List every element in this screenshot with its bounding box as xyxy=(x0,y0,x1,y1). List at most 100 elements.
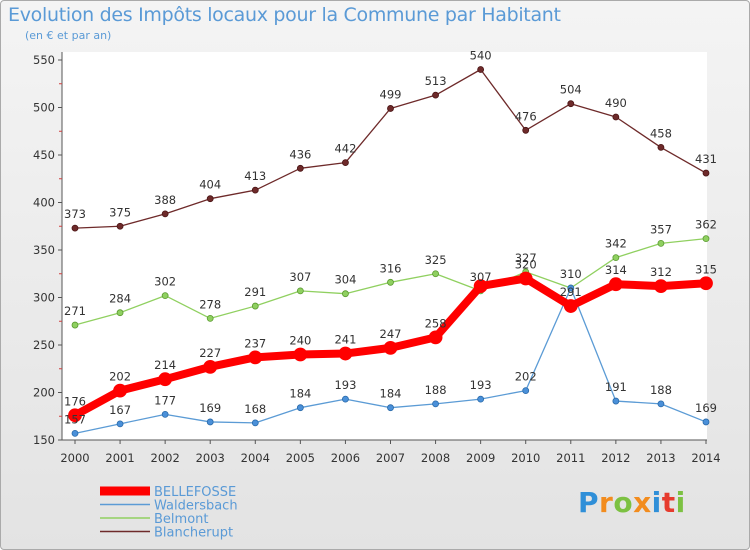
data-label: 188 xyxy=(425,383,447,397)
data-point xyxy=(657,143,665,151)
data-point xyxy=(68,408,82,423)
x-tick-label: 2011 xyxy=(556,451,585,465)
data-point xyxy=(702,418,710,426)
data-label: 168 xyxy=(244,402,266,416)
data-point xyxy=(116,420,124,428)
data-label: 373 xyxy=(64,207,86,221)
data-point xyxy=(387,278,394,286)
legend-label: Waldersbach xyxy=(154,499,238,514)
data-label: 320 xyxy=(515,258,537,272)
data-label: 169 xyxy=(199,401,221,415)
data-point xyxy=(477,66,485,73)
x-tick-label: 2003 xyxy=(196,451,225,465)
data-label: 476 xyxy=(515,109,537,123)
data-label: 237 xyxy=(244,336,266,350)
logo-letter: i xyxy=(675,486,686,519)
data-label: 202 xyxy=(109,370,131,384)
chart-title: Evolution des Impôts locaux pour la Comm… xyxy=(8,4,561,26)
data-label: 499 xyxy=(380,87,402,101)
x-tick-label: 2009 xyxy=(466,451,495,465)
data-point xyxy=(657,239,665,247)
data-point xyxy=(702,235,710,243)
y-tick-label: 300 xyxy=(33,291,55,305)
data-label: 307 xyxy=(470,270,492,284)
data-label: 157 xyxy=(64,412,86,426)
data-label: 375 xyxy=(109,205,131,219)
data-point xyxy=(206,195,214,203)
x-tick-label: 2010 xyxy=(511,451,540,465)
data-point xyxy=(161,292,169,300)
x-tick-label: 2001 xyxy=(105,451,134,465)
data-point xyxy=(387,105,394,112)
data-label: 315 xyxy=(695,262,717,276)
data-label: 404 xyxy=(199,178,221,192)
data-label: 284 xyxy=(109,292,131,306)
data-label: 271 xyxy=(64,304,86,318)
data-label: 388 xyxy=(154,193,176,207)
x-tick-label: 2002 xyxy=(151,451,180,465)
data-label: 202 xyxy=(515,370,537,384)
data-point xyxy=(338,346,353,361)
data-label: 314 xyxy=(605,263,627,277)
data-point xyxy=(432,400,439,408)
data-label: 307 xyxy=(289,270,311,284)
data-label: 193 xyxy=(470,378,492,392)
data-label: 327 xyxy=(515,251,537,265)
data-point xyxy=(71,429,79,437)
data-label: 291 xyxy=(560,285,582,299)
data-label: 540 xyxy=(470,49,492,63)
data-label: 240 xyxy=(289,334,311,348)
data-label: 316 xyxy=(380,261,402,275)
data-label: 362 xyxy=(695,218,717,232)
x-tick-label: 2005 xyxy=(286,451,315,465)
data-label: 214 xyxy=(154,358,176,372)
data-point xyxy=(116,222,124,230)
data-point xyxy=(296,287,304,295)
data-point xyxy=(113,383,127,398)
data-point xyxy=(522,126,530,134)
data-label: 357 xyxy=(650,222,672,236)
data-label: 342 xyxy=(605,237,627,251)
data-point xyxy=(518,271,533,286)
data-label: 312 xyxy=(650,265,672,279)
data-point xyxy=(522,387,530,395)
data-point xyxy=(158,372,173,387)
x-tick-label: 2000 xyxy=(60,451,89,465)
x-tick-label: 2014 xyxy=(691,451,720,465)
data-point xyxy=(342,290,349,298)
y-tick-label: 200 xyxy=(33,386,55,400)
y-tick-label: 550 xyxy=(33,53,55,67)
data-point xyxy=(608,277,623,292)
data-point xyxy=(342,395,349,403)
data-point xyxy=(702,169,710,177)
y-tick-label: 150 xyxy=(33,433,55,447)
data-label: 442 xyxy=(334,142,356,156)
data-point xyxy=(71,321,79,329)
data-label: 413 xyxy=(244,169,266,183)
data-point xyxy=(563,299,578,313)
data-point xyxy=(248,350,263,365)
data-point xyxy=(657,400,665,408)
data-point xyxy=(432,91,439,99)
y-tick-label: 450 xyxy=(33,148,55,162)
data-point xyxy=(428,330,443,345)
data-label: 191 xyxy=(605,380,627,394)
proxiti-logo: Proxiti xyxy=(578,486,686,519)
x-tick-label: 2008 xyxy=(421,451,450,465)
legend-label: Blancherupt xyxy=(154,526,233,541)
data-point xyxy=(71,224,79,232)
logo-letter: o xyxy=(613,486,634,519)
data-point xyxy=(567,284,575,292)
logo-letter: i xyxy=(651,486,662,519)
data-label: 291 xyxy=(244,285,266,299)
data-label: 310 xyxy=(560,267,582,281)
chart-subtitle: (en € et par an) xyxy=(25,29,112,42)
data-label: 167 xyxy=(109,403,131,417)
data-label: 302 xyxy=(154,275,176,289)
logo-letter: r xyxy=(599,486,614,519)
data-label: 513 xyxy=(425,74,447,88)
data-label: 247 xyxy=(380,327,402,341)
x-tick-label: 2007 xyxy=(376,451,405,465)
data-label: 188 xyxy=(650,383,672,397)
